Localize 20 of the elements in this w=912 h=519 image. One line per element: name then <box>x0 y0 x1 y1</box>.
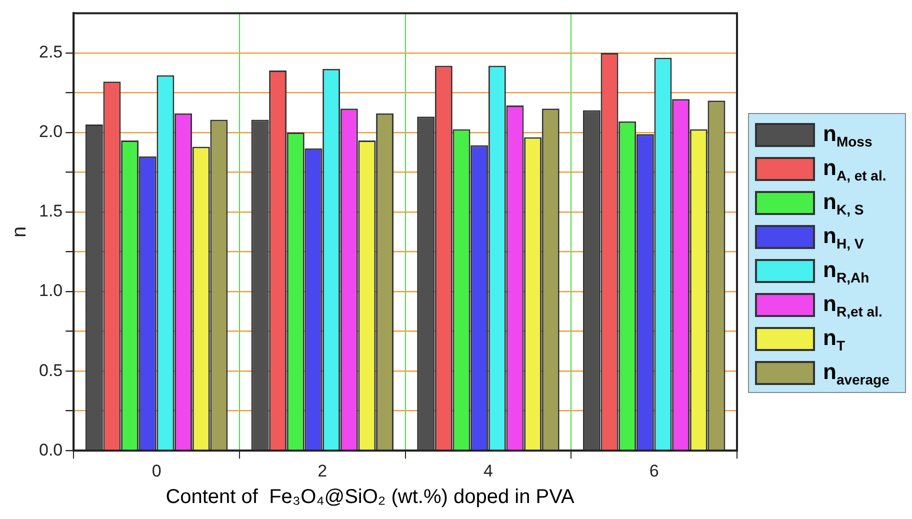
legend-label: n$_{H, V}$ <box>823 222 864 252</box>
x-tick-label: 2 <box>318 461 328 480</box>
x-tick-label: 6 <box>649 461 659 480</box>
legend-label: n$_{R,et al.}$ <box>823 290 882 320</box>
x-axis-title: Content of Fe₃O₄@SiO₂ (wt.%) doped in PVA <box>164 486 576 509</box>
y-tick-label: 1.5 <box>38 202 63 221</box>
y-tick-label: 0.0 <box>38 440 63 460</box>
legend-label: n$_{K, S}$ <box>823 188 864 218</box>
y-axis-title: n <box>8 226 31 238</box>
x-tick-label: 0 <box>152 461 162 480</box>
legend-label: n$_{Moss}$ <box>823 120 872 150</box>
x-tick-label: 4 <box>484 461 493 480</box>
y-tick-label: 2.0 <box>38 122 63 142</box>
legend-label: n$_{T}$ <box>823 324 846 354</box>
legend-label: n$_{A, et al.}$ <box>823 154 886 184</box>
y-tick-label: 1.0 <box>38 281 63 300</box>
y-tick-label: 2.5 <box>38 42 63 62</box>
y-tick-label: 0.5 <box>38 360 63 380</box>
legend-label: n$_{average}$ <box>823 358 890 388</box>
legend-label: n$_{R,Ah}$ <box>823 256 870 286</box>
